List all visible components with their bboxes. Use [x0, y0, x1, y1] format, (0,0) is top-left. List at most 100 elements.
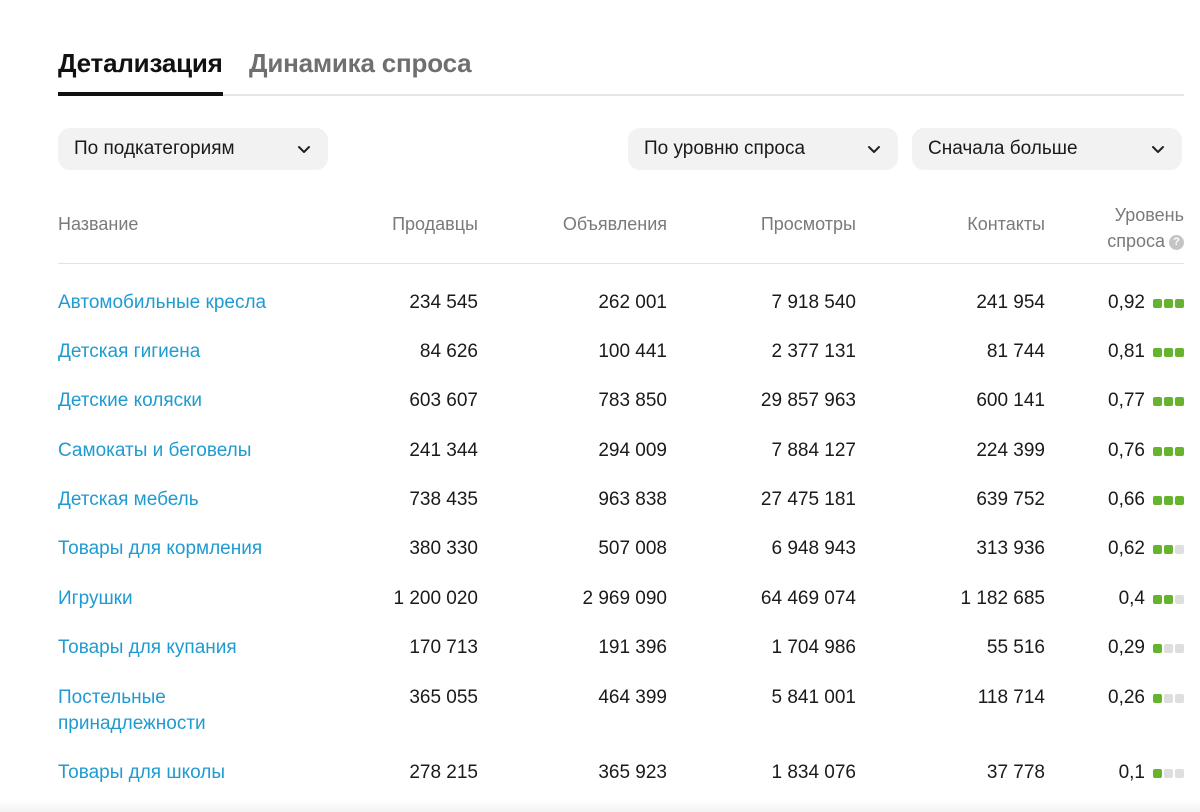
demand-level-indicator [1153, 298, 1184, 308]
demand-level-indicator [1153, 495, 1184, 505]
demand-level-value: 0,92 [1108, 292, 1145, 313]
demand-level-dot [1153, 643, 1162, 653]
category-link[interactable]: Товары для школы [58, 762, 226, 783]
demand-level-dot [1153, 544, 1162, 554]
cell-ads: 100 441 [598, 341, 667, 362]
cell-ads: 262 001 [598, 292, 667, 313]
cell-demand-level: 0,76 [1108, 438, 1184, 464]
column-header-contacts[interactable]: Контакты [967, 214, 1045, 234]
demand-level-dot [1153, 446, 1162, 456]
demand-level-dot [1175, 495, 1184, 505]
demand-level-dot [1175, 446, 1184, 456]
cell-sellers: 365 055 [409, 687, 478, 708]
demand-level-indicator [1153, 768, 1184, 778]
cell-demand-level: 0,29 [1108, 635, 1184, 661]
cell-contacts: 1 182 685 [960, 588, 1045, 609]
category-link[interactable]: Детская гигиена [58, 341, 201, 362]
demand-level-dot [1153, 768, 1162, 778]
cell-sellers: 234 545 [409, 292, 478, 313]
demand-level-value: 0,1 [1118, 762, 1145, 783]
demand-level-dot [1164, 544, 1173, 554]
demand-level-dot [1175, 298, 1184, 308]
cell-views: 7 884 127 [771, 440, 856, 461]
category-link[interactable]: Товары для купания [58, 637, 237, 658]
demand-level-value: 0,26 [1108, 687, 1145, 708]
demand-level-value: 0,4 [1118, 588, 1145, 609]
cell-contacts: 55 516 [986, 637, 1045, 658]
column-header-ads[interactable]: Объявления [562, 214, 667, 234]
chevron-down-icon [868, 146, 880, 153]
cell-demand-level: 0,66 [1108, 487, 1184, 513]
category-link[interactable]: Самокаты и беговелы [58, 440, 252, 461]
cell-contacts: 81 744 [986, 341, 1045, 362]
cell-demand-level: 0,4 [1119, 586, 1184, 612]
category-link[interactable]: Игрушки [58, 588, 133, 609]
help-icon[interactable]: ? [1169, 235, 1184, 250]
column-header-views[interactable]: Просмотры [760, 214, 856, 234]
tab-details[interactable]: Детализация [58, 48, 223, 78]
cell-ads: 365 923 [598, 762, 667, 783]
cell-views: 2 377 131 [771, 341, 856, 362]
demand-level-dot [1164, 643, 1173, 653]
column-header-name[interactable]: Название [58, 214, 139, 234]
cell-demand-level: 0,77 [1108, 388, 1184, 414]
demand-level-dot [1164, 768, 1173, 778]
cell-ads: 294 009 [598, 440, 667, 461]
demand-level-dropdown-label: По уровню спроса [644, 138, 806, 159]
demand-level-value: 0,29 [1108, 637, 1145, 658]
column-header-demand-level[interactable]: Уровень спроса? [1107, 202, 1184, 254]
cell-views: 6 948 943 [771, 538, 856, 559]
demand-level-dot [1175, 347, 1184, 357]
cell-contacts: 600 141 [976, 390, 1045, 411]
column-header-demand-level-line1: Уровень [1114, 205, 1184, 225]
demand-level-dot [1153, 347, 1162, 357]
cell-sellers: 738 435 [409, 489, 478, 510]
demand-level-dot [1164, 446, 1173, 456]
demand-level-value: 0,62 [1108, 538, 1145, 559]
chevron-down-icon [298, 146, 310, 153]
category-link[interactable]: Детская мебель [58, 489, 199, 510]
category-link[interactable]: Постельные принадлежности [58, 687, 206, 734]
demand-level-dot [1164, 396, 1173, 406]
tab-demand-dynamics[interactable]: Динамика спроса [249, 48, 472, 78]
demand-level-dot [1164, 347, 1173, 357]
demand-level-indicator [1153, 594, 1184, 604]
cell-contacts: 313 936 [976, 538, 1045, 559]
cell-ads: 464 399 [598, 687, 667, 708]
category-link[interactable]: Детские коляски [58, 390, 203, 411]
subcategory-dropdown[interactable]: По подкатегориям [58, 128, 328, 170]
demand-level-dropdown[interactable]: По уровню спроса [628, 128, 898, 170]
demand-level-indicator [1153, 693, 1184, 703]
demand-level-value: 0,66 [1108, 489, 1145, 510]
demand-level-dot [1153, 693, 1162, 703]
cell-contacts: 241 954 [976, 292, 1045, 313]
cell-views: 1 834 076 [771, 762, 856, 783]
table-header: Название Продавцы Объявления Просмотры К… [58, 196, 1184, 264]
column-header-sellers[interactable]: Продавцы [392, 214, 478, 234]
tab-bar: Детализация Динамика спроса [58, 46, 1184, 96]
category-link[interactable]: Автомобильные кресла [58, 292, 267, 313]
cell-demand-level: 0,62 [1108, 536, 1184, 562]
demand-level-dot [1175, 768, 1184, 778]
category-link[interactable]: Товары для кормления [58, 538, 263, 559]
cell-sellers: 170 713 [409, 637, 478, 658]
column-header-demand-level-line2: спроса [1107, 231, 1165, 251]
active-tab-indicator [58, 92, 223, 96]
demand-level-dot [1164, 298, 1173, 308]
demand-level-dot [1164, 693, 1173, 703]
cell-views: 27 475 181 [760, 489, 856, 510]
sort-order-dropdown[interactable]: Сначала больше [912, 128, 1182, 170]
cell-sellers: 278 215 [409, 762, 478, 783]
demand-level-dot [1175, 396, 1184, 406]
demand-level-indicator [1153, 396, 1184, 406]
cell-contacts: 639 752 [976, 489, 1045, 510]
subcategory-dropdown-label: По подкатегориям [74, 138, 235, 159]
chevron-down-icon [1152, 146, 1164, 153]
demand-level-value: 0,81 [1108, 341, 1145, 362]
cell-demand-level: 0,81 [1108, 339, 1184, 365]
cell-ads: 191 396 [598, 637, 667, 658]
demand-level-value: 0,77 [1108, 390, 1145, 411]
cell-ads: 507 008 [598, 538, 667, 559]
demand-level-dot [1164, 495, 1173, 505]
cell-demand-level: 0,92 [1108, 290, 1184, 316]
